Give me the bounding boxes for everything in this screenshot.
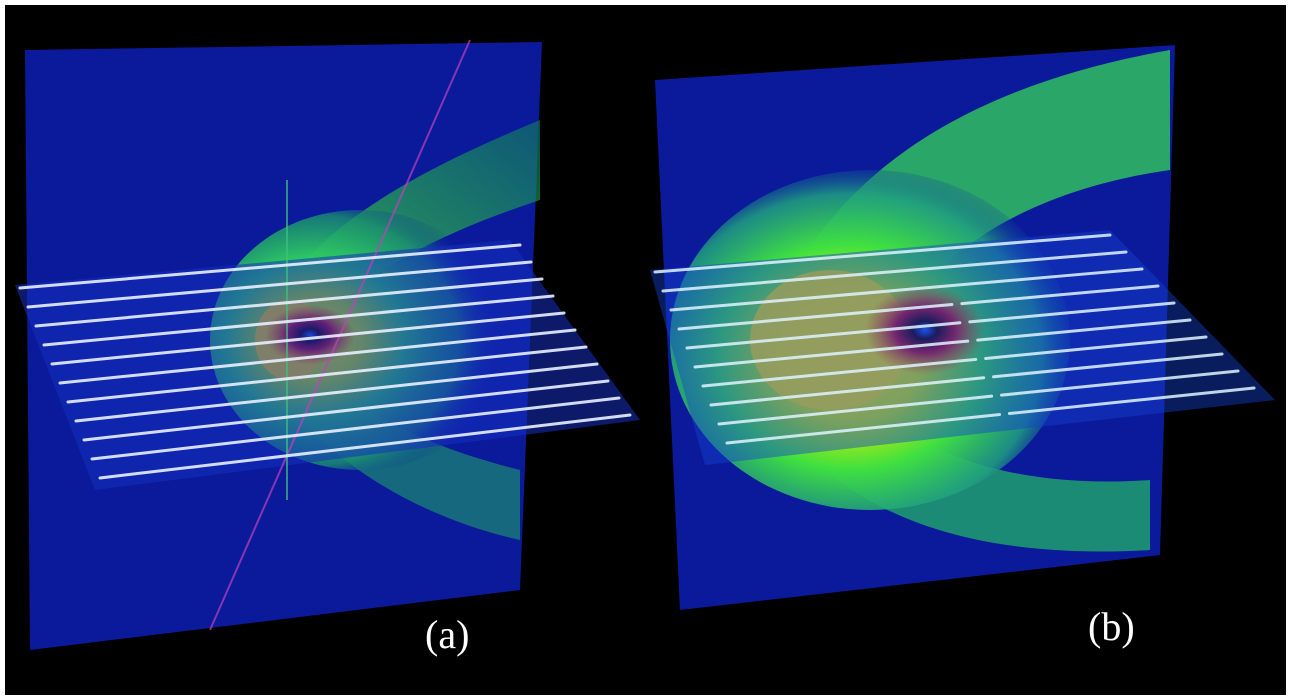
panel-label: (a): [425, 612, 469, 657]
panel-label: (b): [1088, 604, 1135, 649]
visualization: (a) (b): [0, 0, 1291, 700]
page: (a) (b) (() => { const data = JSON.parse…: [0, 0, 1291, 700]
